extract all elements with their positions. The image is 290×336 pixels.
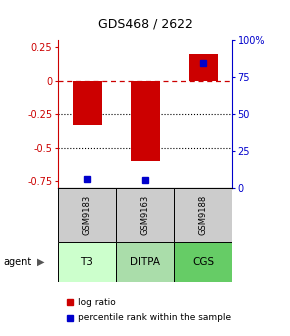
Text: T3: T3	[81, 257, 93, 267]
Text: GDS468 / 2622: GDS468 / 2622	[97, 17, 193, 30]
Bar	[130, 81, 160, 161]
Text: GSM9183: GSM9183	[82, 195, 92, 235]
Bar	[72, 81, 102, 125]
Bar	[58, 188, 116, 242]
Bar	[174, 242, 232, 282]
Bar	[116, 188, 174, 242]
Bar	[174, 188, 232, 242]
Text: DITPA: DITPA	[130, 257, 160, 267]
Text: GSM9163: GSM9163	[140, 195, 150, 235]
Bar	[188, 54, 218, 81]
Bar	[58, 242, 116, 282]
Text: ▶: ▶	[37, 257, 44, 267]
Text: CGS: CGS	[192, 257, 214, 267]
Bar	[116, 242, 174, 282]
Text: log ratio: log ratio	[78, 298, 116, 307]
Text: agent: agent	[3, 257, 31, 267]
Text: percentile rank within the sample: percentile rank within the sample	[78, 313, 231, 322]
Text: GSM9188: GSM9188	[198, 195, 208, 235]
